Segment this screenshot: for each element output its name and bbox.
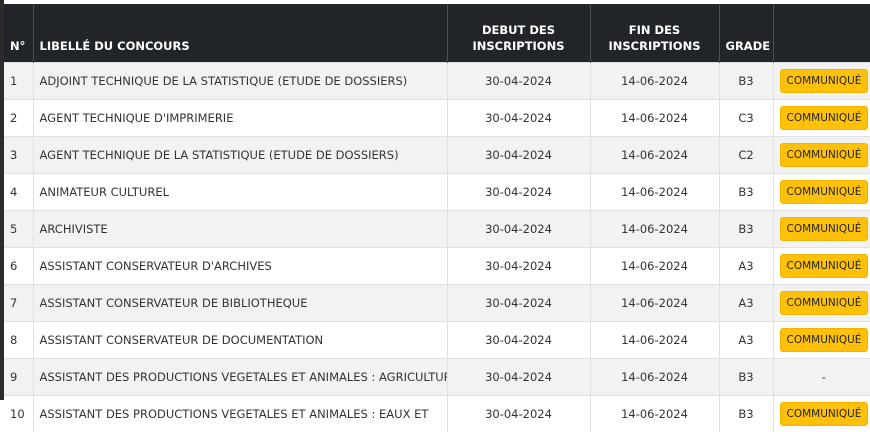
row-number: 5 bbox=[4, 211, 33, 248]
row-action: - bbox=[773, 359, 870, 396]
row-action: COMMUNIQUÉ bbox=[773, 396, 870, 432]
communique-button[interactable]: COMMUNIQUÉ bbox=[780, 328, 869, 352]
row-grade: B3 bbox=[719, 63, 773, 100]
table-row: 2 AGENT TECHNIQUE D'IMPRIMERIE 30-04-202… bbox=[4, 100, 870, 137]
row-end-date: 14-06-2024 bbox=[590, 211, 719, 248]
row-end-date: 14-06-2024 bbox=[590, 322, 719, 359]
row-grade: B3 bbox=[719, 211, 773, 248]
communique-button[interactable]: COMMUNIQUÉ bbox=[780, 180, 869, 204]
row-end-date: 14-06-2024 bbox=[590, 396, 719, 432]
row-start-date: 30-04-2024 bbox=[447, 285, 590, 322]
row-start-date: 30-04-2024 bbox=[447, 100, 590, 137]
row-label: ADJOINT TECHNIQUE DE LA STATISTIQUE (ETU… bbox=[33, 63, 447, 100]
row-label: AGENT TECHNIQUE DE LA STATISTIQUE (ETUDE… bbox=[33, 137, 447, 174]
row-start-date: 30-04-2024 bbox=[447, 63, 590, 100]
row-label: ASSISTANT CONSERVATEUR DE BIBLIOTHEQUE bbox=[33, 285, 447, 322]
row-grade: B3 bbox=[719, 359, 773, 396]
row-number: 10 bbox=[4, 396, 33, 432]
row-grade: A3 bbox=[719, 285, 773, 322]
row-number: 9 bbox=[4, 359, 33, 396]
row-label: ASSISTANT DES PRODUCTIONS VEGETALES ET A… bbox=[33, 396, 447, 432]
row-label: AGENT TECHNIQUE D'IMPRIMERIE bbox=[33, 100, 447, 137]
row-action: COMMUNIQUÉ bbox=[773, 63, 870, 100]
row-label: ASSISTANT DES PRODUCTIONS VEGETALES ET A… bbox=[33, 359, 447, 396]
row-start-date: 30-04-2024 bbox=[447, 137, 590, 174]
row-end-date: 14-06-2024 bbox=[590, 174, 719, 211]
row-end-date: 14-06-2024 bbox=[590, 63, 719, 100]
table-row: 9 ASSISTANT DES PRODUCTIONS VEGETALES ET… bbox=[4, 359, 870, 396]
row-grade: A3 bbox=[719, 322, 773, 359]
row-number: 4 bbox=[4, 174, 33, 211]
row-number: 3 bbox=[4, 137, 33, 174]
row-label: ASSISTANT CONSERVATEUR D'ARCHIVES bbox=[33, 248, 447, 285]
communique-button[interactable]: COMMUNIQUÉ bbox=[780, 106, 869, 130]
row-number: 6 bbox=[4, 248, 33, 285]
row-action: COMMUNIQUÉ bbox=[773, 100, 870, 137]
row-start-date: 30-04-2024 bbox=[447, 248, 590, 285]
table-row: 8 ASSISTANT CONSERVATEUR DE DOCUMENTATIO… bbox=[4, 322, 870, 359]
table-header-row: N° LIBELLÉ DU CONCOURS DEBUT DES INSCRIP… bbox=[4, 4, 870, 63]
row-start-date: 30-04-2024 bbox=[447, 359, 590, 396]
header-start: DEBUT DES INSCRIPTIONS bbox=[447, 4, 590, 63]
action-none: - bbox=[822, 370, 826, 384]
communique-button[interactable]: COMMUNIQUÉ bbox=[780, 254, 869, 278]
communique-button[interactable]: COMMUNIQUÉ bbox=[780, 143, 869, 167]
table-row: 10 ASSISTANT DES PRODUCTIONS VEGETALES E… bbox=[4, 396, 870, 432]
row-end-date: 14-06-2024 bbox=[590, 100, 719, 137]
table-row: 6 ASSISTANT CONSERVATEUR D'ARCHIVES 30-0… bbox=[4, 248, 870, 285]
row-action: COMMUNIQUÉ bbox=[773, 174, 870, 211]
row-grade: A3 bbox=[719, 248, 773, 285]
communique-button[interactable]: COMMUNIQUÉ bbox=[780, 402, 869, 426]
communique-button[interactable]: COMMUNIQUÉ bbox=[780, 69, 869, 93]
row-action: COMMUNIQUÉ bbox=[773, 248, 870, 285]
row-end-date: 14-06-2024 bbox=[590, 359, 719, 396]
row-action: COMMUNIQUÉ bbox=[773, 211, 870, 248]
row-number: 8 bbox=[4, 322, 33, 359]
header-action bbox=[773, 4, 870, 63]
header-number: N° bbox=[4, 4, 33, 63]
row-grade: C2 bbox=[719, 137, 773, 174]
table-row: 4 ANIMATEUR CULTUREL 30-04-2024 14-06-20… bbox=[4, 174, 870, 211]
row-end-date: 14-06-2024 bbox=[590, 285, 719, 322]
row-start-date: 30-04-2024 bbox=[447, 174, 590, 211]
row-number: 1 bbox=[4, 63, 33, 100]
row-number: 7 bbox=[4, 285, 33, 322]
communique-button[interactable]: COMMUNIQUÉ bbox=[780, 291, 869, 315]
row-label: ASSISTANT CONSERVATEUR DE DOCUMENTATION bbox=[33, 322, 447, 359]
row-end-date: 14-06-2024 bbox=[590, 137, 719, 174]
row-grade: C3 bbox=[719, 100, 773, 137]
table-row: 3 AGENT TECHNIQUE DE LA STATISTIQUE (ETU… bbox=[4, 137, 870, 174]
table-row: 7 ASSISTANT CONSERVATEUR DE BIBLIOTHEQUE… bbox=[4, 285, 870, 322]
row-label: ANIMATEUR CULTUREL bbox=[33, 174, 447, 211]
row-action: COMMUNIQUÉ bbox=[773, 322, 870, 359]
row-action: COMMUNIQUÉ bbox=[773, 285, 870, 322]
row-start-date: 30-04-2024 bbox=[447, 322, 590, 359]
concours-table: N° LIBELLÉ DU CONCOURS DEBUT DES INSCRIP… bbox=[4, 4, 870, 432]
header-label: LIBELLÉ DU CONCOURS bbox=[33, 4, 447, 63]
row-grade: B3 bbox=[719, 396, 773, 432]
row-action: COMMUNIQUÉ bbox=[773, 137, 870, 174]
row-start-date: 30-04-2024 bbox=[447, 396, 590, 432]
row-label: ARCHIVISTE bbox=[33, 211, 447, 248]
row-end-date: 14-06-2024 bbox=[590, 248, 719, 285]
row-number: 2 bbox=[4, 100, 33, 137]
header-end: FIN DES INSCRIPTIONS bbox=[590, 4, 719, 63]
communique-button[interactable]: COMMUNIQUÉ bbox=[780, 217, 869, 241]
row-grade: B3 bbox=[719, 174, 773, 211]
row-start-date: 30-04-2024 bbox=[447, 211, 590, 248]
table-row: 1 ADJOINT TECHNIQUE DE LA STATISTIQUE (E… bbox=[4, 63, 870, 100]
header-grade: GRADE bbox=[719, 4, 773, 63]
table-row: 5 ARCHIVISTE 30-04-2024 14-06-2024 B3 CO… bbox=[4, 211, 870, 248]
